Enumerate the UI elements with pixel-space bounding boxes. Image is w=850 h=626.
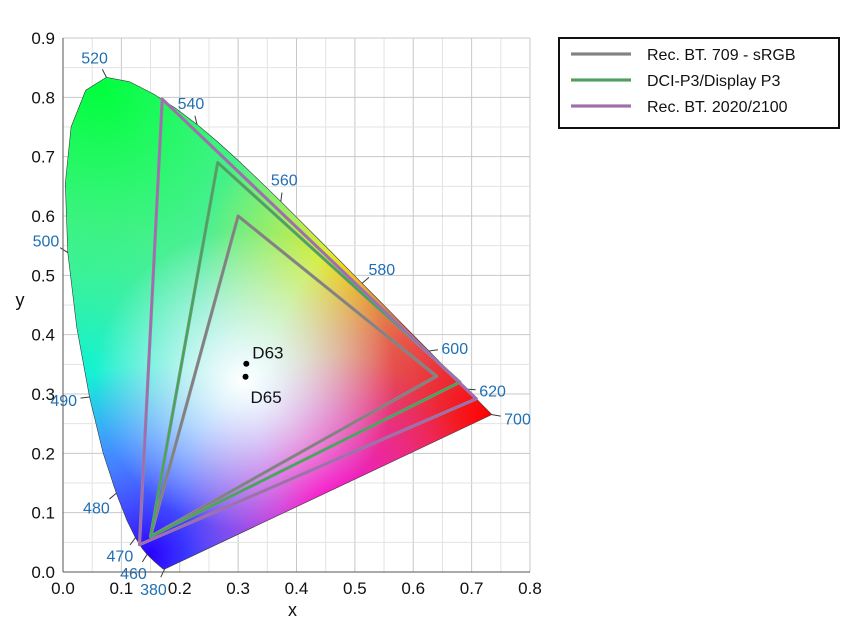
wavelength-label: 380 xyxy=(140,582,167,599)
wavelength-tick xyxy=(194,115,198,125)
wavelength-label: 470 xyxy=(107,548,134,565)
y-tick-label: 0.2 xyxy=(31,444,55,463)
gamut-triangle xyxy=(138,98,478,546)
wavelength-tick xyxy=(59,247,69,253)
wavelength-tick xyxy=(491,414,501,417)
y-tick-label: 0.7 xyxy=(31,148,55,167)
spectral-locus-fill xyxy=(65,77,492,570)
legend-label: Rec. BT. 709 - sRGB xyxy=(647,47,796,64)
white-point-dot xyxy=(243,360,250,367)
wavelength-tick xyxy=(280,192,283,202)
x-tick-label: 0.6 xyxy=(401,579,425,598)
wavelength-label: 560 xyxy=(271,173,298,190)
wavelength-label: 460 xyxy=(120,566,147,583)
x-tick-label: 0.2 xyxy=(168,579,192,598)
x-tick-label: 0.7 xyxy=(460,579,484,598)
wavelength-tick xyxy=(141,554,148,563)
gamut-triangle xyxy=(149,215,438,538)
gamut-triangle xyxy=(149,161,461,538)
y-tick-label: 0.8 xyxy=(31,88,55,107)
x-axis-title: x xyxy=(288,600,297,620)
white-point-label: D63 xyxy=(252,344,283,363)
white-point-dot xyxy=(242,373,249,380)
wavelength-tick xyxy=(160,568,166,578)
wavelength-tick xyxy=(109,492,117,500)
legend-label: DCI-P3/Display P3 xyxy=(647,73,780,90)
y-tick-label: 0.3 xyxy=(31,385,55,404)
y-tick-label: 0.4 xyxy=(31,326,55,345)
y-tick-label: 0.5 xyxy=(31,266,55,285)
white-point-label: D65 xyxy=(251,388,282,407)
y-tick-label: 0.1 xyxy=(31,504,55,523)
x-tick-label: 0.8 xyxy=(518,579,542,598)
x-tick-label: 0.4 xyxy=(285,579,309,598)
wavelength-tick xyxy=(129,537,136,546)
legend-label: Rec. BT. 2020/2100 xyxy=(647,99,788,116)
y-axis-title: y xyxy=(16,290,25,310)
x-tick-label: 0.3 xyxy=(226,579,250,598)
wavelength-tick xyxy=(428,349,438,352)
legend: Rec. BT. 709 - sRGB DCI-P3/Display P3 Rec.… xyxy=(558,37,840,129)
wavelength-label: 580 xyxy=(368,262,395,279)
wavelength-label: 700 xyxy=(504,411,531,428)
y-tick-label: 0.0 xyxy=(31,563,55,582)
wavelength-label: 480 xyxy=(83,500,110,517)
wavelength-label: 490 xyxy=(50,393,77,410)
axes: 0.0 0.1 0.2 0.3 0.4 0.5 0.6 0.7 0.8 0.0 0.1 0.2 0.3 0… xyxy=(16,29,542,620)
wavelength-tick xyxy=(101,69,107,78)
wavelength-label: 500 xyxy=(33,234,60,251)
gamut-triangles xyxy=(137,97,478,547)
wavelength-label: 540 xyxy=(178,96,205,113)
wavelength-label: 620 xyxy=(479,384,506,401)
wavelength-label: 600 xyxy=(441,341,468,358)
x-tick-label: 0.0 xyxy=(51,579,75,598)
wavelength-label: 520 xyxy=(81,51,108,68)
x-tick-label: 0.5 xyxy=(343,579,367,598)
y-tick-label: 0.9 xyxy=(31,29,55,48)
y-tick-label: 0.6 xyxy=(31,207,55,226)
wavelength-ticks xyxy=(59,69,501,578)
wavelength-tick xyxy=(80,396,90,399)
white-points: D63 D65 xyxy=(242,344,283,407)
wavelength-tick xyxy=(361,277,370,284)
x-tick-label: 0.1 xyxy=(110,579,134,598)
